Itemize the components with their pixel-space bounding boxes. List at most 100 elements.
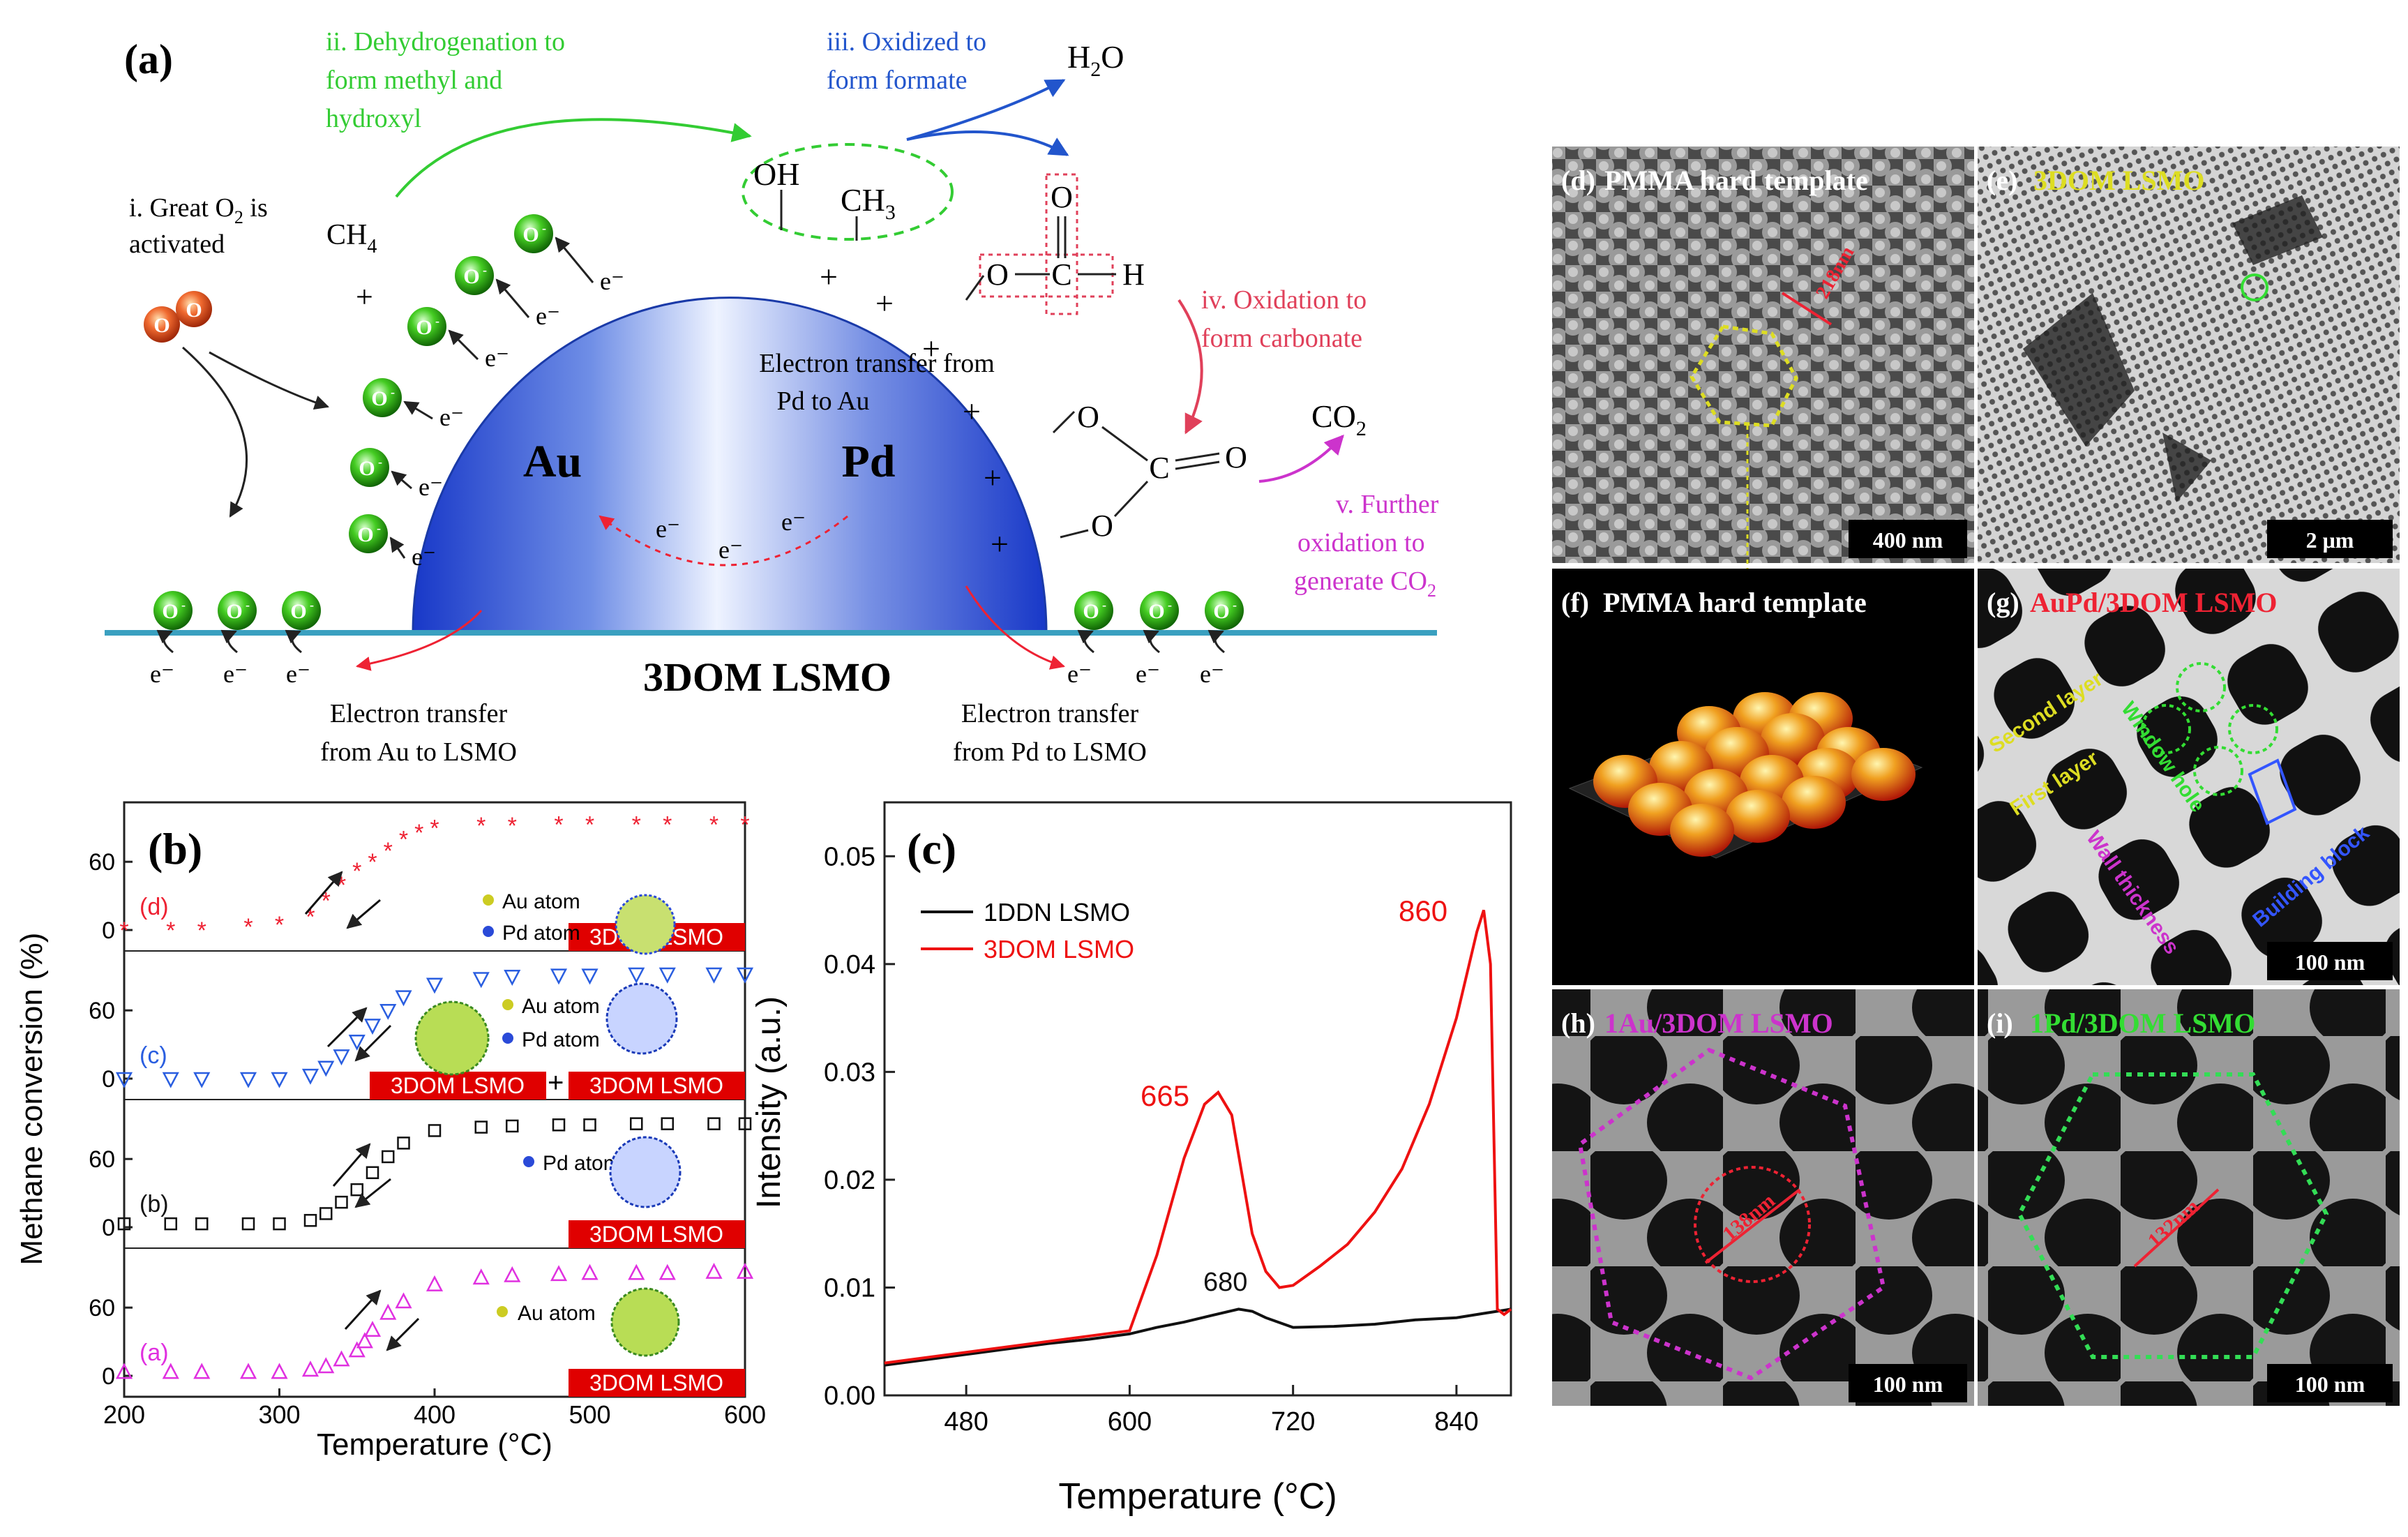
support-label: 3DOM LSMO <box>643 654 891 700</box>
svg-text:-: - <box>181 598 186 612</box>
oxygen-ion <box>514 214 553 253</box>
panel-b-point <box>736 967 754 984</box>
svg-text:O: O <box>416 316 432 339</box>
step-4-line2: form carbonate <box>1201 324 1362 353</box>
panel-b-point <box>335 1195 348 1209</box>
panel-b-xtick: 500 <box>569 1400 610 1429</box>
panel-b-point: * <box>197 917 206 944</box>
panel-b-point <box>117 1217 131 1231</box>
svg-text:C: C <box>1149 451 1169 485</box>
badge-3dom-label: 3DOM LSMO <box>589 1222 723 1247</box>
panel-b-point <box>350 1183 363 1197</box>
panel-c-ytick: 0.05 <box>824 842 875 871</box>
electron: e⁻ <box>419 473 443 501</box>
oxygen-ion <box>350 448 389 487</box>
panel-b-point <box>319 1207 333 1220</box>
micrograph-i: 132nm (i) 1Pd/3DOM LSMO 100 nm <box>1978 989 2400 1406</box>
svg-text:-: - <box>246 598 250 612</box>
panel-b-point <box>550 968 568 985</box>
micrograph-e-title: 3DOM LSMO <box>2033 165 2205 196</box>
panel-b-plus: + <box>548 1067 564 1098</box>
panel-b-point <box>395 990 412 1007</box>
panel-b-point: * <box>166 917 175 944</box>
panel-b-point <box>333 1049 350 1066</box>
panel-c-ytick: 0.04 <box>824 950 875 980</box>
oxygen-ion <box>1140 591 1179 630</box>
panel-a: (a) Electron transfer from Pd to Au Au P… <box>105 27 1439 767</box>
panel-c-xtick: 720 <box>1271 1407 1315 1437</box>
svg-text:-: - <box>391 385 395 399</box>
panel-c-xtick: 480 <box>944 1407 988 1437</box>
afm-sphere <box>1782 776 1846 829</box>
panel-b-hysteresis-arrows <box>304 871 420 1351</box>
panel-b-point <box>395 1292 412 1309</box>
surface-electrons: e⁻ e⁻ e⁻ e⁻ e⁻ e⁻ <box>150 660 1224 688</box>
panel-b-point <box>301 1068 319 1085</box>
panel-c-ytick: 0.00 <box>824 1381 875 1411</box>
step-5-line2: oxidation to <box>1297 528 1425 557</box>
panel-c-xtick: 600 <box>1108 1407 1152 1437</box>
pd-to-au-arrow <box>599 515 848 567</box>
panel-b-series-label: (b) <box>140 1191 169 1217</box>
panel-b-point <box>241 1217 255 1231</box>
svg-text:+: + <box>820 259 838 294</box>
methyl-hydroxyl-highlight <box>742 143 954 241</box>
svg-text:O: O <box>1077 400 1099 434</box>
oxygen-ion <box>1205 591 1244 630</box>
svg-text:e⁻: e⁻ <box>1200 660 1224 688</box>
cluster-icon-c-au <box>414 1000 490 1076</box>
h2o-arrow <box>906 79 1066 141</box>
svg-text:+: + <box>963 393 981 429</box>
panel-b-point <box>504 1266 521 1282</box>
panel-b-point <box>659 967 676 984</box>
step-2-line2: form methyl and <box>326 66 502 95</box>
panel-b-point: * <box>740 811 749 838</box>
panel-b-point <box>301 1360 319 1377</box>
panel-b-xtick: 400 <box>414 1400 456 1429</box>
panel-b-series-label: (d) <box>140 894 169 920</box>
panel-b-point: * <box>399 827 408 853</box>
panel-b-label: (b) <box>148 824 202 874</box>
afm-sphere <box>1851 748 1916 801</box>
panel-b-point <box>363 1019 382 1035</box>
svg-text:-: - <box>1233 598 1237 612</box>
formate-arrow <box>906 130 1069 156</box>
cluster-icon-b <box>609 1136 682 1208</box>
panel-b-point <box>348 1341 366 1358</box>
pd-label: Pd <box>841 436 895 487</box>
panel-b-point <box>115 1363 133 1379</box>
micrograph-i-label: (i) <box>1987 1007 2013 1039</box>
micrograph-g-scale: 100 nm <box>2295 950 2365 975</box>
svg-text:+: + <box>875 285 894 321</box>
svg-text:O: O <box>1091 509 1113 543</box>
panel-b-point <box>317 1357 335 1374</box>
panel-b-point <box>356 1332 373 1349</box>
svg-text:+: + <box>984 460 1002 495</box>
electron: e⁻ <box>439 403 464 431</box>
panel-b-point <box>506 1119 519 1133</box>
au-to-lsmo-arrow <box>355 609 483 671</box>
panel-b-legend-pd-d: Pd atom <box>502 922 580 945</box>
micrograph-e-label: (e) <box>1987 165 2017 196</box>
badge-3dom-label: 3DOM LSMO <box>589 1370 723 1395</box>
badge-3dom <box>569 1072 745 1100</box>
panel-b-ytick: 60 <box>89 998 115 1024</box>
peak-665-label: 665 <box>1141 1079 1189 1112</box>
panel-c-ytick: 0.02 <box>824 1166 875 1195</box>
panel-b-point <box>271 1363 288 1379</box>
cluster-icon-d <box>615 894 676 955</box>
step-2-line1: ii. Dehydrogenation to <box>326 27 565 57</box>
pd-lsmo-line2: from Pd to LSMO <box>953 737 1147 767</box>
panel-b-point: * <box>476 813 486 839</box>
micrograph-g-label: (g) <box>1987 587 2019 618</box>
panel-b-point <box>426 977 444 994</box>
micrograph-h: 138nm (h) 1Au/3DOM LSMO 100 nm <box>1552 989 1974 1406</box>
micrograph-h-title: 1Au/3DOM LSMO <box>1604 1007 1833 1039</box>
panel-b-legend-pd-c: Pd atom <box>522 1028 600 1051</box>
panel-b-point <box>504 970 521 986</box>
panel-b-ytick: 0 <box>102 917 115 944</box>
panel-b-series-label: (c) <box>140 1042 167 1069</box>
svg-text:-: - <box>1102 598 1106 612</box>
oxygen-ion <box>1074 591 1113 630</box>
